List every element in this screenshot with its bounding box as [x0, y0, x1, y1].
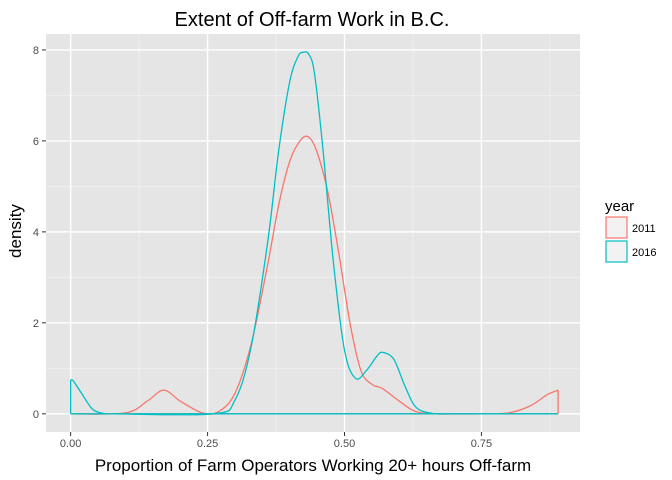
- chart-title: Extent of Off-farm Work in B.C.: [175, 9, 450, 31]
- y-tick-label: 8: [33, 45, 39, 57]
- y-tick-label: 2: [33, 318, 39, 330]
- y-axis: 0 2 4 6 8: [33, 45, 46, 421]
- series-layer: [70, 51, 559, 416]
- legend-title: year: [605, 198, 634, 215]
- y-axis-title: density: [6, 204, 25, 258]
- minor-gridlines: [46, 34, 580, 432]
- x-tick-label: 0.25: [197, 438, 218, 450]
- x-tick-label: 0.50: [334, 438, 355, 450]
- legend-key-2016: [605, 240, 628, 263]
- plot-panel: [46, 34, 580, 432]
- x-axis: 0.00 0.25 0.50 0.75: [60, 432, 492, 450]
- x-axis-title: Proportion of Farm Operators Working 20+…: [95, 456, 531, 475]
- legend-key-2011: [605, 216, 628, 239]
- x-tick-label: 0.00: [60, 438, 81, 450]
- y-tick-label: 0: [33, 409, 39, 421]
- x-tick-label: 0.75: [471, 438, 492, 450]
- density-line-2016: [70, 51, 559, 416]
- legend-label-2011: 2011: [632, 223, 656, 235]
- y-tick-label: 6: [33, 136, 39, 148]
- legend: year 2011 2016: [605, 198, 656, 263]
- y-tick-label: 4: [33, 227, 39, 239]
- legend-label-2016: 2016: [632, 247, 656, 259]
